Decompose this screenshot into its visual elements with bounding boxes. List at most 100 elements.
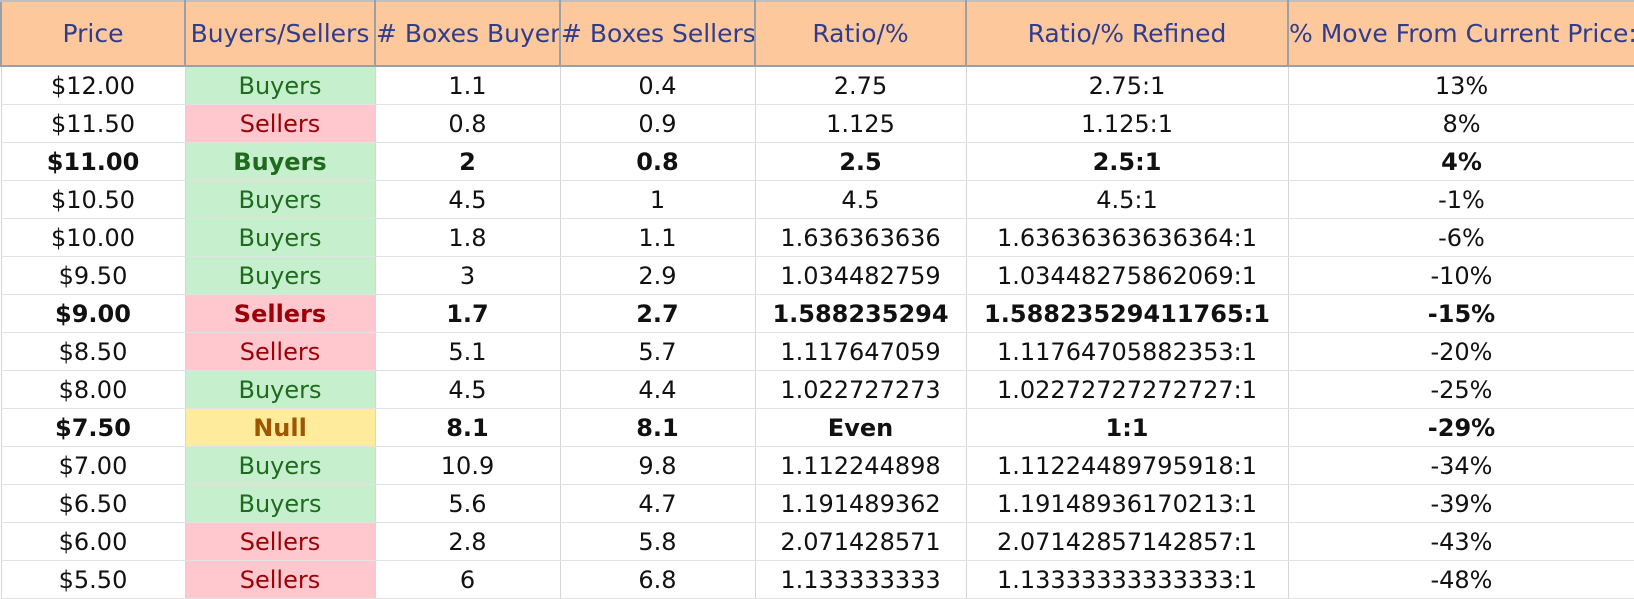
ratio-cell[interactable]: Even [754,408,967,447]
boxes-sellers-cell[interactable]: 0.9 [559,104,756,143]
move-cell[interactable]: -34% [1287,446,1634,485]
ratio-refined-cell[interactable]: 2.75:1 [965,66,1289,105]
boxes-sellers-cell[interactable]: 4.7 [559,484,756,523]
price-cell[interactable]: $12.00 [0,66,186,105]
boxes-buyers-cell[interactable]: 0.8 [374,104,561,143]
boxes-sellers-cell[interactable]: 1.1 [559,218,756,257]
move-cell[interactable]: -48% [1287,560,1634,599]
boxes-buyers-cell[interactable]: 1.1 [374,66,561,105]
boxes-sellers-cell[interactable]: 5.7 [559,332,756,371]
ratio-cell[interactable]: 4.5 [754,180,967,219]
ratio-cell[interactable]: 2.75 [754,66,967,105]
boxes-sellers-cell[interactable]: 2.7 [559,294,756,333]
ratio-refined-cell[interactable]: 1.11224489795918:1 [965,446,1289,485]
ratio-refined-cell[interactable]: 1.125:1 [965,104,1289,143]
price-cell[interactable]: $10.50 [0,180,186,219]
price-cell[interactable]: $9.00 [0,294,186,333]
price-cell[interactable]: $11.00 [0,142,186,181]
side-cell[interactable]: Buyers [184,66,376,105]
ratio-cell[interactable]: 1.022727273 [754,370,967,409]
price-cell[interactable]: $10.00 [0,218,186,257]
boxes-sellers-cell[interactable]: 5.8 [559,522,756,561]
boxes-sellers-cell[interactable]: 1 [559,180,756,219]
side-cell[interactable]: Sellers [184,560,376,599]
header-price[interactable]: Price [0,0,186,67]
side-cell[interactable]: Buyers [184,484,376,523]
boxes-buyers-cell[interactable]: 6 [374,560,561,599]
side-cell[interactable]: Buyers [184,370,376,409]
boxes-buyers-cell[interactable]: 1.7 [374,294,561,333]
move-cell[interactable]: -25% [1287,370,1634,409]
ratio-cell[interactable]: 1.191489362 [754,484,967,523]
move-cell[interactable]: -29% [1287,408,1634,447]
ratio-refined-cell[interactable]: 1.58823529411765:1 [965,294,1289,333]
move-cell[interactable]: -10% [1287,256,1634,295]
move-cell[interactable]: -1% [1287,180,1634,219]
boxes-buyers-cell[interactable]: 4.5 [374,370,561,409]
side-cell[interactable]: Sellers [184,332,376,371]
boxes-sellers-cell[interactable]: 9.8 [559,446,756,485]
header-boxes-sellers[interactable]: # Boxes Sellers [559,0,756,67]
move-cell[interactable]: -20% [1287,332,1634,371]
boxes-buyers-cell[interactable]: 2 [374,142,561,181]
boxes-sellers-cell[interactable]: 2.9 [559,256,756,295]
boxes-sellers-cell[interactable]: 4.4 [559,370,756,409]
move-cell[interactable]: -15% [1287,294,1634,333]
ratio-refined-cell[interactable]: 1.11764705882353:1 [965,332,1289,371]
ratio-refined-cell[interactable]: 1.03448275862069:1 [965,256,1289,295]
move-cell[interactable]: -43% [1287,522,1634,561]
price-cell[interactable]: $5.50 [0,560,186,599]
header-move-from-current[interactable]: % Move From Current Price: [1287,0,1634,67]
boxes-sellers-cell[interactable]: 8.1 [559,408,756,447]
boxes-buyers-cell[interactable]: 8.1 [374,408,561,447]
side-cell[interactable]: Sellers [184,294,376,333]
ratio-cell[interactable]: 1.636363636 [754,218,967,257]
ratio-refined-cell[interactable]: 4.5:1 [965,180,1289,219]
header-ratio-refined[interactable]: Ratio/% Refined [965,0,1289,67]
price-cell[interactable]: $7.00 [0,446,186,485]
boxes-buyers-cell[interactable]: 5.6 [374,484,561,523]
ratio-refined-cell[interactable]: 1.63636363636364:1 [965,218,1289,257]
price-cell[interactable]: $8.50 [0,332,186,371]
ratio-refined-cell[interactable]: 2.5:1 [965,142,1289,181]
side-cell[interactable]: Null [184,408,376,447]
price-cell[interactable]: $8.00 [0,370,186,409]
ratio-refined-cell[interactable]: 1.02272727272727:1 [965,370,1289,409]
price-cell[interactable]: $11.50 [0,104,186,143]
side-cell[interactable]: Buyers [184,142,376,181]
move-cell[interactable]: -6% [1287,218,1634,257]
side-cell[interactable]: Buyers [184,180,376,219]
boxes-buyers-cell[interactable]: 3 [374,256,561,295]
boxes-buyers-cell[interactable]: 10.9 [374,446,561,485]
header-buyers-sellers[interactable]: Buyers/Sellers [184,0,376,67]
ratio-cell[interactable]: 1.112244898 [754,446,967,485]
header-ratio[interactable]: Ratio/% [754,0,967,67]
ratio-cell[interactable]: 1.034482759 [754,256,967,295]
boxes-buyers-cell[interactable]: 1.8 [374,218,561,257]
ratio-refined-cell[interactable]: 1.19148936170213:1 [965,484,1289,523]
move-cell[interactable]: 13% [1287,66,1634,105]
ratio-refined-cell[interactable]: 1:1 [965,408,1289,447]
boxes-sellers-cell[interactable]: 0.8 [559,142,756,181]
move-cell[interactable]: -39% [1287,484,1634,523]
price-cell[interactable]: $7.50 [0,408,186,447]
boxes-buyers-cell[interactable]: 5.1 [374,332,561,371]
ratio-cell[interactable]: 1.117647059 [754,332,967,371]
price-cell[interactable]: $6.00 [0,522,186,561]
ratio-cell[interactable]: 2.071428571 [754,522,967,561]
boxes-sellers-cell[interactable]: 6.8 [559,560,756,599]
side-cell[interactable]: Sellers [184,104,376,143]
ratio-cell[interactable]: 1.125 [754,104,967,143]
side-cell[interactable]: Buyers [184,218,376,257]
ratio-cell[interactable]: 2.5 [754,142,967,181]
move-cell[interactable]: 4% [1287,142,1634,181]
header-boxes-buyers[interactable]: # Boxes Buyers [374,0,561,67]
price-cell[interactable]: $6.50 [0,484,186,523]
move-cell[interactable]: 8% [1287,104,1634,143]
side-cell[interactable]: Buyers [184,446,376,485]
ratio-refined-cell[interactable]: 1.13333333333333:1 [965,560,1289,599]
ratio-cell[interactable]: 1.133333333 [754,560,967,599]
boxes-buyers-cell[interactable]: 4.5 [374,180,561,219]
boxes-buyers-cell[interactable]: 2.8 [374,522,561,561]
side-cell[interactable]: Sellers [184,522,376,561]
